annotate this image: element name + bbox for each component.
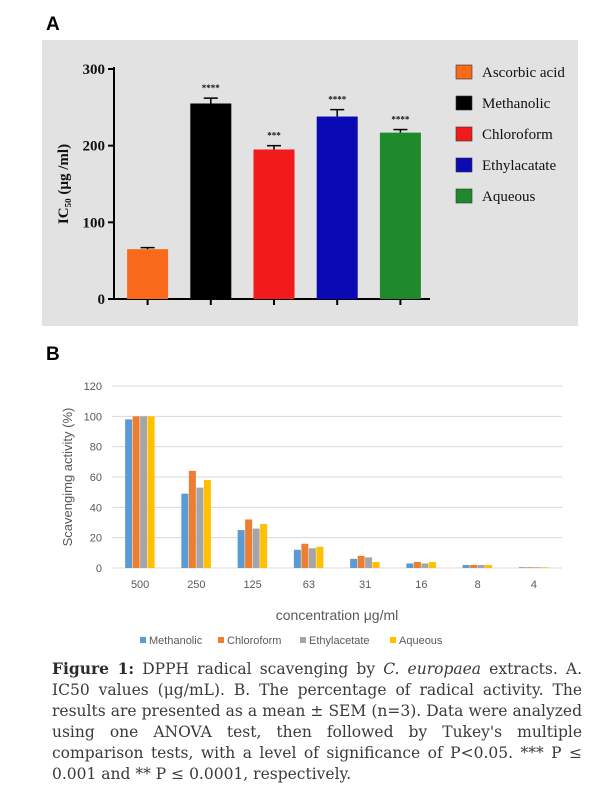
legend-label: Aqueous: [399, 635, 443, 647]
bar-chloroform-63: [301, 543, 309, 568]
y-tick-label: 0: [98, 292, 106, 308]
legend-label: Ethylacatate: [482, 158, 556, 174]
bar-methanolic-63: [293, 549, 301, 568]
legend-swatch: [390, 637, 396, 643]
bar-ethylacetate-125: [252, 528, 260, 568]
x-tick-label: 31: [359, 579, 371, 591]
legend-swatch: [455, 188, 473, 204]
y-tick-label: 300: [83, 62, 106, 78]
y-axis-label: IC₅₀ (µg /ml): [56, 144, 72, 224]
chart-panel-b: 0 20 40 60 80 100 120 500 250 125 63 31 16 8 4 concentr…: [42, 372, 578, 652]
significance-label: ***: [267, 131, 281, 141]
bar-methanolic-31: [350, 558, 358, 568]
legend-swatch: [300, 637, 306, 643]
significance-label: ****: [328, 95, 347, 105]
legend-swatch: [140, 637, 146, 643]
significance-label: ****: [391, 115, 410, 125]
bar-chloroform-250: [188, 470, 196, 568]
y-tick-label: 100: [84, 411, 102, 423]
bar-ethylacetate-8: [477, 564, 485, 568]
legend-label: Aqueous: [482, 189, 535, 205]
bar-methanolic-250: [181, 493, 189, 568]
bar-aqueous: [379, 132, 421, 299]
bar-aqueous-16: [428, 561, 436, 568]
legend-swatch: [455, 126, 473, 142]
bar-ethylacetate-16: [421, 563, 429, 568]
bar-ascorbic-acid: [127, 249, 169, 299]
bar-ethylacetate-500: [140, 416, 148, 568]
y-axis-label: Scavengimg activity (%): [60, 408, 75, 547]
bar-aqueous-250: [203, 480, 211, 568]
bar-ethylacetate-31: [365, 557, 373, 568]
y-tick-label: 40: [90, 502, 102, 514]
legend-label: Chloroform: [482, 127, 553, 143]
bar-chloroform-8: [470, 564, 478, 568]
caption-text-1: DPPH radical scavenging by: [134, 660, 384, 678]
y-tick-label: 0: [96, 563, 102, 575]
bar-ethylacatate: [316, 116, 358, 300]
bar-chloroform-16: [413, 561, 421, 568]
legend-swatch: [455, 64, 473, 80]
panel-b-label: B: [46, 344, 60, 365]
bar-chloroform-31: [357, 555, 365, 568]
y-tick-label: 60: [90, 472, 102, 484]
x-tick-label: 16: [415, 579, 427, 591]
chart-panel-a: 0 100 200 300 IC₅₀ (µg /ml) **** *** **** **** …: [42, 40, 578, 326]
y-tick-label: 200: [83, 139, 106, 155]
bar-methanolic-16: [406, 563, 414, 568]
scavenging-bar-chart: 0 20 40 60 80 100 120 500 250 125 63 31 16 8 4 concentr…: [60, 381, 562, 647]
bar-ethylacetate-250: [196, 487, 204, 568]
legend-swatch: [455, 95, 473, 111]
bar-aqueous-125: [260, 524, 268, 568]
x-tick-label: 4: [531, 579, 537, 591]
y-tick-label: 100: [83, 215, 106, 231]
legend-label: Ethylacetate: [309, 635, 370, 647]
bar-methanolic-500: [125, 419, 133, 568]
caption-label: Figure 1:: [52, 659, 135, 678]
x-tick-label: 125: [243, 579, 261, 591]
bar-methanolic-125: [237, 530, 245, 568]
legend-swatch: [218, 637, 224, 643]
caption-text-2: extracts. A. IC50 values (μg/mL). B. The…: [52, 660, 582, 783]
bar-chloroform-125: [245, 519, 253, 568]
bar-aqueous-500: [147, 416, 155, 568]
bar-chloroform-4: [526, 567, 534, 568]
y-tick-label: 120: [84, 381, 102, 393]
legend-label: Methanolic: [149, 635, 203, 647]
legend-swatch: [455, 157, 473, 173]
bar-aqueous-31: [372, 561, 380, 568]
caption-species: C. europaea: [383, 660, 482, 678]
panel-a-label: A: [46, 14, 60, 35]
x-tick-label: 63: [303, 579, 315, 591]
legend-label: Ascorbic acid: [482, 65, 565, 81]
bar-aqueous-63: [316, 546, 324, 568]
x-tick-label: 250: [187, 579, 205, 591]
bar-methanolic: [190, 103, 232, 299]
y-tick-label: 80: [90, 442, 102, 454]
x-axis-label: concentration μg/ml: [276, 607, 398, 623]
bar-aqueous-8: [485, 564, 493, 568]
bar-aqueous-4: [541, 567, 549, 568]
y-tick-label: 20: [90, 533, 102, 545]
bar-chloroform: [253, 149, 295, 299]
bar-chloroform-500: [132, 416, 140, 568]
significance-label: ****: [202, 83, 221, 93]
legend-label: Methanolic: [482, 96, 551, 112]
x-tick-label: 500: [131, 579, 149, 591]
bar-ethylacetate-4: [533, 567, 541, 568]
bar-ethylacetate-63: [308, 548, 316, 568]
legend-label: Chloroform: [227, 635, 281, 647]
bar-methanolic-8: [462, 564, 470, 568]
x-tick-label: 8: [475, 579, 481, 591]
figure-caption: Figure 1: DPPH radical scavenging by C. …: [52, 658, 582, 785]
bar-methanolic-4: [518, 567, 526, 568]
